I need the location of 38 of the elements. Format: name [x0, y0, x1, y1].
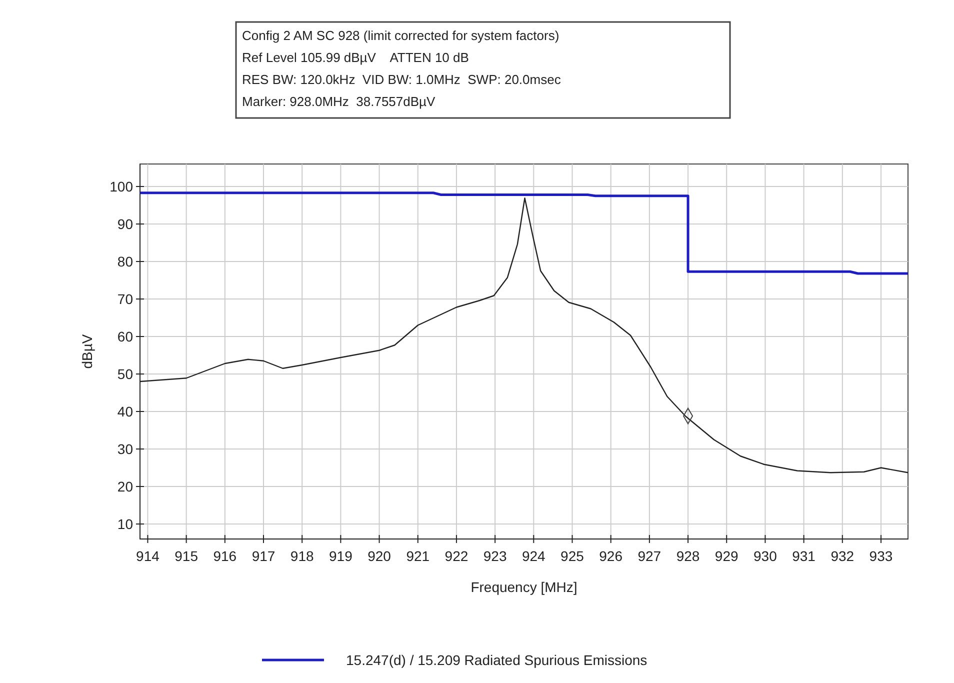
x-tick-label: 921 — [406, 548, 430, 564]
y-tick-label: 50 — [117, 366, 134, 382]
y-tick-label: 100 — [110, 178, 134, 194]
x-tick-label: 927 — [638, 548, 662, 564]
text: Marker: 928.0MHz 38.7557dBµV — [242, 94, 436, 109]
x-tick-label: 924 — [522, 548, 546, 564]
y-axis-title: dBµV — [79, 334, 95, 369]
x-tick-label: 930 — [754, 548, 778, 564]
line-series — [138, 192, 910, 275]
y-tick-label: 20 — [117, 478, 134, 494]
y-tick-label: 90 — [117, 216, 134, 232]
y-tick-label: 40 — [117, 404, 134, 420]
x-tick-label: 918 — [290, 548, 314, 564]
x-tick-label: 917 — [252, 548, 276, 564]
x-tick-label: 933 — [869, 548, 893, 564]
text: Ref Level 105.99 dBµV ATTEN 10 dB — [242, 50, 469, 65]
legend-label: 15.247(d) / 15.209 Radiated Spurious Emissions — [346, 652, 648, 668]
x-tick-label: 925 — [560, 548, 584, 564]
y-tick-label: 70 — [117, 291, 134, 307]
x-tick-label: 923 — [483, 548, 507, 564]
y-tick-label: 30 — [117, 441, 134, 457]
text: RES BW: 120.0kHz VID BW: 1.0MHz SWP: 20.0msec — [242, 72, 562, 87]
x-tick-label: 926 — [599, 548, 623, 564]
x-tick-label: 928 — [676, 548, 700, 564]
x-tick-label: 931 — [792, 548, 816, 564]
y-tick-label: 10 — [117, 516, 134, 532]
x-axis-title: Frequency [MHz] — [470, 579, 578, 595]
y-tick-label: 60 — [117, 328, 134, 344]
chart-title: Config 2 AM SC 928 (limit corrected for system factors) — [242, 28, 560, 43]
x-tick-label: 916 — [213, 548, 237, 564]
y-tick-label: 80 — [117, 254, 134, 270]
x-tick-label: 915 — [174, 548, 198, 564]
x-tick-label: 932 — [830, 548, 854, 564]
x-tick-label: 920 — [368, 548, 392, 564]
x-tick-label: 914 — [136, 548, 160, 564]
x-tick-label: 922 — [444, 548, 468, 564]
x-tick-label: 929 — [714, 548, 739, 564]
x-tick-label: 919 — [329, 548, 353, 564]
